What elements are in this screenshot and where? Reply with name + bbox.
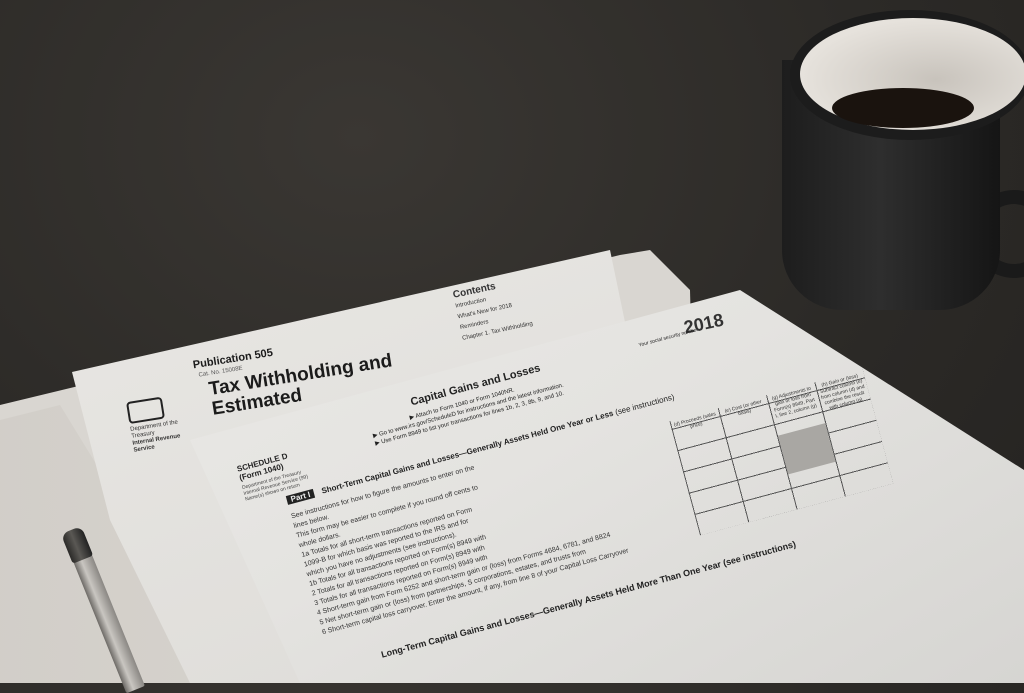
irs-logo: Department of the Treasury Internal Reve… [126, 394, 184, 454]
coffee [832, 88, 974, 128]
irs-eagle-icon [126, 396, 166, 425]
